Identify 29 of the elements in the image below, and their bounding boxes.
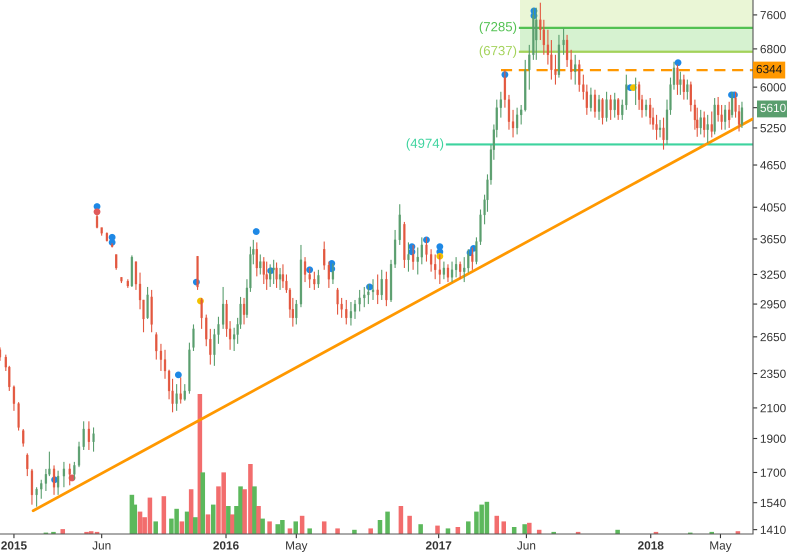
- x-tick-label: May: [286, 541, 308, 552]
- x-tick-label: May: [710, 541, 732, 552]
- y-tick-label: 1410: [760, 526, 786, 534]
- y-tick-label: 2950: [760, 300, 786, 308]
- x-tick-label: 2016: [213, 541, 239, 550]
- ref-line-label: (7285): [480, 22, 516, 34]
- x-tick-label: Jun: [517, 541, 536, 550]
- y-tick-label: 1700: [760, 468, 786, 477]
- y-tick-label: 2650: [760, 332, 786, 342]
- y-tick-label: 1540: [760, 498, 786, 508]
- x-tick-label: 2015: [1, 541, 27, 550]
- ref-line-label: (4974): [406, 138, 444, 151]
- y-tick-label: 7600: [760, 10, 786, 20]
- y-tick-label: 2100: [760, 404, 786, 412]
- ref-line-label: 6344: [756, 64, 782, 74]
- y-tick-label: 4650: [760, 161, 786, 170]
- y-tick-label: 4050: [760, 203, 786, 212]
- x-tick-label: 2018: [638, 541, 664, 550]
- y-tick-label: 3250: [760, 270, 786, 279]
- y-tick-label: 3650: [760, 235, 786, 244]
- y-tick-label: 6800: [760, 44, 786, 54]
- x-tick-label: Jun: [92, 541, 110, 550]
- y-tick-label: 2350: [760, 370, 786, 378]
- y-tick-label: 5610: [760, 104, 786, 112]
- ref-line-label: (6737): [480, 46, 516, 58]
- y-tick-label: 1900: [760, 434, 786, 443]
- y-tick-label: 6000: [760, 83, 786, 92]
- y-tick-label: 5250: [760, 124, 786, 132]
- x-tick-label: 2017: [426, 541, 452, 550]
